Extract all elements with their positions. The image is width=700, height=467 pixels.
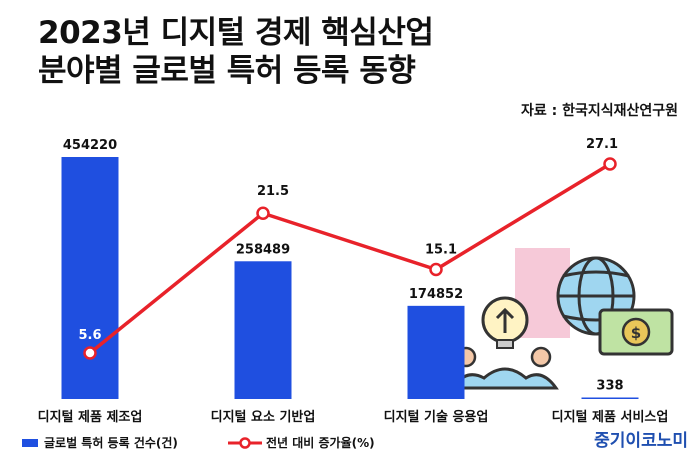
category-label: 디지털 기술 응용업 (384, 409, 489, 425)
bar-value-label: 338 (596, 379, 623, 394)
bar (234, 261, 292, 399)
line-value-label: 21.5 (257, 184, 289, 199)
bar (61, 157, 119, 399)
bar (407, 305, 465, 399)
category-label: 디지털 요소 기반업 (211, 409, 316, 425)
category-label: 디지털 제품 제조업 (38, 409, 143, 425)
legend-line-label: 전년 대비 증가율(%) (266, 435, 375, 450)
legend-bar-label: 글로벌 특허 등록 건수(건) (44, 435, 178, 450)
category-label: 디지털 제품 서비스업 (552, 409, 669, 425)
line-point (429, 262, 443, 277)
legend-bar-swatch (22, 439, 38, 447)
line-point (603, 157, 617, 171)
bar (581, 397, 639, 399)
bar-value-label: 258489 (236, 242, 290, 257)
line-value-label: 5.6 (78, 328, 101, 343)
svg-text:$: $ (631, 324, 641, 342)
globe-money-icon: $ (556, 256, 674, 356)
line-point (83, 346, 97, 360)
line-value-label: 27.1 (586, 137, 618, 152)
source-note: 자료 : 한국지식재산연구원 (520, 103, 678, 119)
bar-value-label: 174852 (409, 287, 463, 302)
legend: 글로벌 특허 등록 건수(건) 전년 대비 증가율(%) (22, 435, 375, 450)
title-line-1: 2023년 디지털 경제 핵심산업 (38, 15, 434, 51)
line-point (256, 206, 270, 220)
legend-line-marker (239, 437, 251, 449)
brand-logo: 중기이코노미 (594, 431, 688, 451)
growth-rate-line (88, 162, 611, 355)
title-line-2: 분야별 글로벌 특허 등록 동향 (38, 53, 416, 89)
chart-title: 2023년 디지털 경제 핵심산업 분야별 글로벌 특허 등록 동향 (38, 14, 434, 90)
bar-value-label: 454220 (63, 138, 117, 153)
lightbulb-people-icon (449, 248, 570, 390)
line-value-label: 15.1 (425, 242, 457, 257)
